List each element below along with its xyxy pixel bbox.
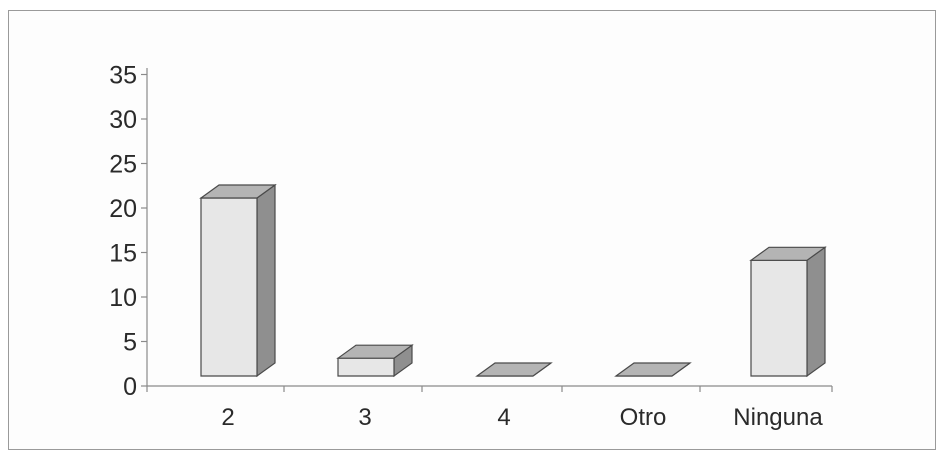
bar-top-face xyxy=(614,362,692,377)
x-category-label: 4 xyxy=(497,404,510,431)
chart-frame xyxy=(8,10,936,450)
y-tick-label: 10 xyxy=(109,284,137,312)
x-category-label: Ninguna xyxy=(733,404,823,431)
bar-side-face xyxy=(806,246,826,378)
y-tick-label: 15 xyxy=(109,240,137,268)
bar-4 xyxy=(475,362,553,377)
bar-3 xyxy=(336,344,414,378)
bar-front-face xyxy=(337,357,395,377)
y-tick-label: 25 xyxy=(109,151,137,179)
y-tick-label: 20 xyxy=(109,195,137,223)
y-tick-label: 0 xyxy=(123,373,137,401)
bar-top-face xyxy=(475,362,553,377)
bar-ninguna xyxy=(749,246,827,378)
bar-top-face xyxy=(749,246,827,261)
y-tick-label: 5 xyxy=(123,329,137,357)
bar-front-face xyxy=(200,197,258,377)
bar-top-face xyxy=(336,344,414,359)
bar-otro xyxy=(614,362,692,377)
bar-2 xyxy=(199,183,277,378)
y-tick-label: 30 xyxy=(109,106,137,134)
bar-side-face xyxy=(256,183,276,378)
x-category-label: Otro xyxy=(620,404,667,431)
x-category-label: 3 xyxy=(358,404,371,431)
x-category-label: 2 xyxy=(221,404,234,431)
bar-front-face xyxy=(750,259,808,377)
y-tick-label: 35 xyxy=(109,62,137,90)
bar-top-face xyxy=(199,184,277,199)
